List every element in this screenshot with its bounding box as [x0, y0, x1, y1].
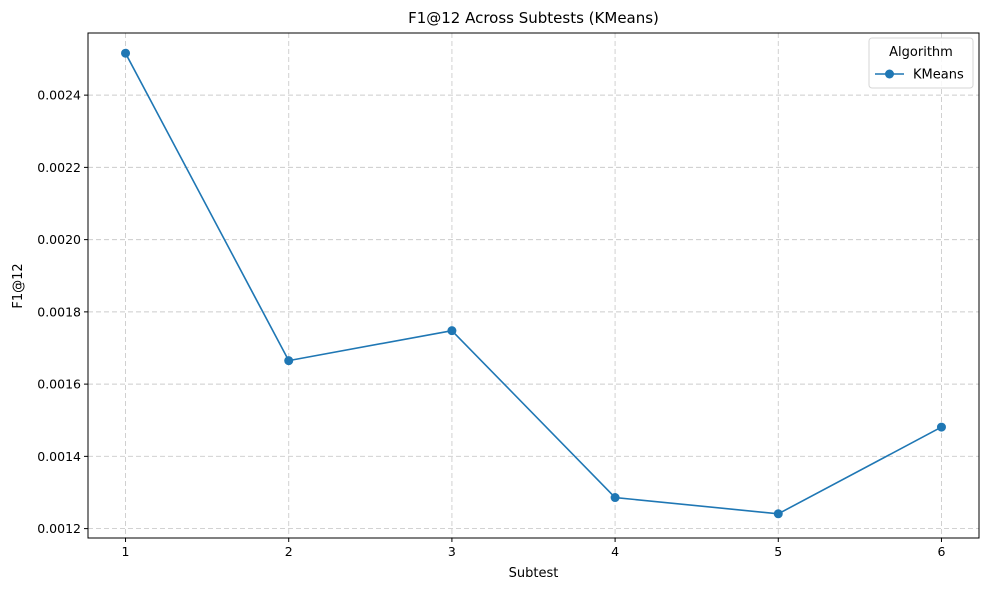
data-point — [447, 326, 457, 336]
legend-entry-kmeans: KMeans — [913, 68, 964, 83]
x-tick-label: 5 — [774, 544, 782, 559]
x-tick-label: 2 — [285, 544, 293, 559]
plot-area — [87, 32, 980, 539]
y-tick-label: 0.0024 — [37, 88, 81, 103]
legend: Algorithm KMeans — [868, 37, 974, 89]
y-tick-label: 0.0016 — [37, 377, 81, 392]
data-point — [936, 422, 946, 432]
data-point — [610, 493, 620, 503]
y-tick-label: 0.0012 — [37, 521, 81, 536]
x-tick-label: 4 — [611, 544, 619, 559]
axis-ticks: 1 2 3 4 5 6 0.0012 0.0014 0.0016 0.0018 0.0020 0.00… — [37, 88, 945, 559]
legend-title: Algorithm — [889, 45, 953, 60]
y-tick-label: 0.0020 — [37, 232, 81, 247]
y-tick-label: 0.0014 — [37, 449, 81, 464]
chart-title: F1@12 Across Subtests (KMeans) — [408, 9, 659, 27]
data-point — [284, 356, 294, 366]
x-tick-label: 6 — [937, 544, 945, 559]
x-axis-label: Subtest — [509, 566, 559, 581]
legend-point-marker — [885, 69, 894, 79]
y-axis-label: F1@12 — [11, 263, 26, 308]
legend-box — [868, 37, 974, 89]
data-point — [121, 48, 131, 58]
y-tick-label: 0.0018 — [37, 304, 81, 319]
x-tick-label: 1 — [122, 544, 130, 559]
series-line-kmeans — [124, 52, 942, 515]
grid — [88, 33, 979, 538]
data-point — [773, 509, 783, 519]
x-tick-label: 3 — [448, 544, 456, 559]
series-layer — [121, 48, 946, 519]
y-tick-label: 0.0022 — [37, 160, 81, 175]
